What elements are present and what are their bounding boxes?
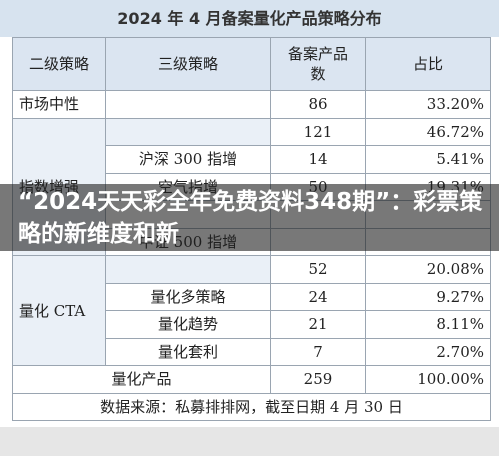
row: 沪深 300 指增 14 5.41% xyxy=(13,145,491,174)
cell: 9.27% xyxy=(365,282,491,311)
row: 市场中性 86 33.20% xyxy=(12,90,491,119)
header-cell: 占比 xyxy=(365,37,491,91)
cell: 86 xyxy=(270,90,366,119)
cell: 121 xyxy=(270,117,366,146)
cell: 100.00% xyxy=(365,365,491,394)
row: 量化多策略 24 9.27% xyxy=(13,282,491,311)
header-cell: 二级策略 xyxy=(12,37,106,91)
cell: 市场中性 xyxy=(12,90,106,119)
source-note: 数据来源：私募排排网，截至日期 4 月 30 日 xyxy=(12,392,491,421)
cell: 14 xyxy=(270,145,366,174)
cell: 量化多策略 xyxy=(105,282,271,311)
cell: 24 xyxy=(270,282,366,311)
total-row: 量化产品 259 100.00% xyxy=(12,365,491,394)
cell: 33.20% xyxy=(365,90,491,119)
cell: 7 xyxy=(270,337,366,366)
cell: 量化趋势 xyxy=(105,310,271,339)
row: 量化 CTA 52 20.08% xyxy=(12,255,491,366)
group-cell: 量化 CTA xyxy=(12,255,106,366)
header-cell: 三级策略 xyxy=(105,37,271,91)
cell: 5.41% xyxy=(365,145,491,174)
row: 指数增强 121 46.72% xyxy=(12,117,491,256)
overlay-banner: “2024天天彩全年免费资料348期”：彩票策略的新维度和新 xyxy=(0,184,499,251)
cell: 52 xyxy=(270,255,366,284)
row: 量化套利 7 2.70% xyxy=(13,337,491,366)
cell: 20.08% xyxy=(365,255,491,284)
cell: 259 xyxy=(270,365,366,394)
cell: 8.11% xyxy=(365,310,491,339)
cell: 46.72% xyxy=(365,117,491,146)
source-row: 数据来源：私募排排网，截至日期 4 月 30 日 xyxy=(12,392,491,421)
cell xyxy=(105,117,271,146)
table-title: 2024 年 4 月备案量化产品策略分布 xyxy=(0,0,499,37)
header-cell: 备案产品数 xyxy=(270,37,366,91)
cell: 21 xyxy=(270,310,366,339)
row: 量化趋势 21 8.11% xyxy=(13,310,491,339)
header-row: 二级策略 三级策略 备案产品数 占比 xyxy=(12,37,491,91)
cell: 沪深 300 指增 xyxy=(105,145,271,174)
cell: 量化套利 xyxy=(105,337,271,366)
cell: 2.70% xyxy=(365,337,491,366)
cell: 量化产品 xyxy=(12,365,271,394)
cell xyxy=(105,90,271,119)
cell xyxy=(105,255,271,284)
